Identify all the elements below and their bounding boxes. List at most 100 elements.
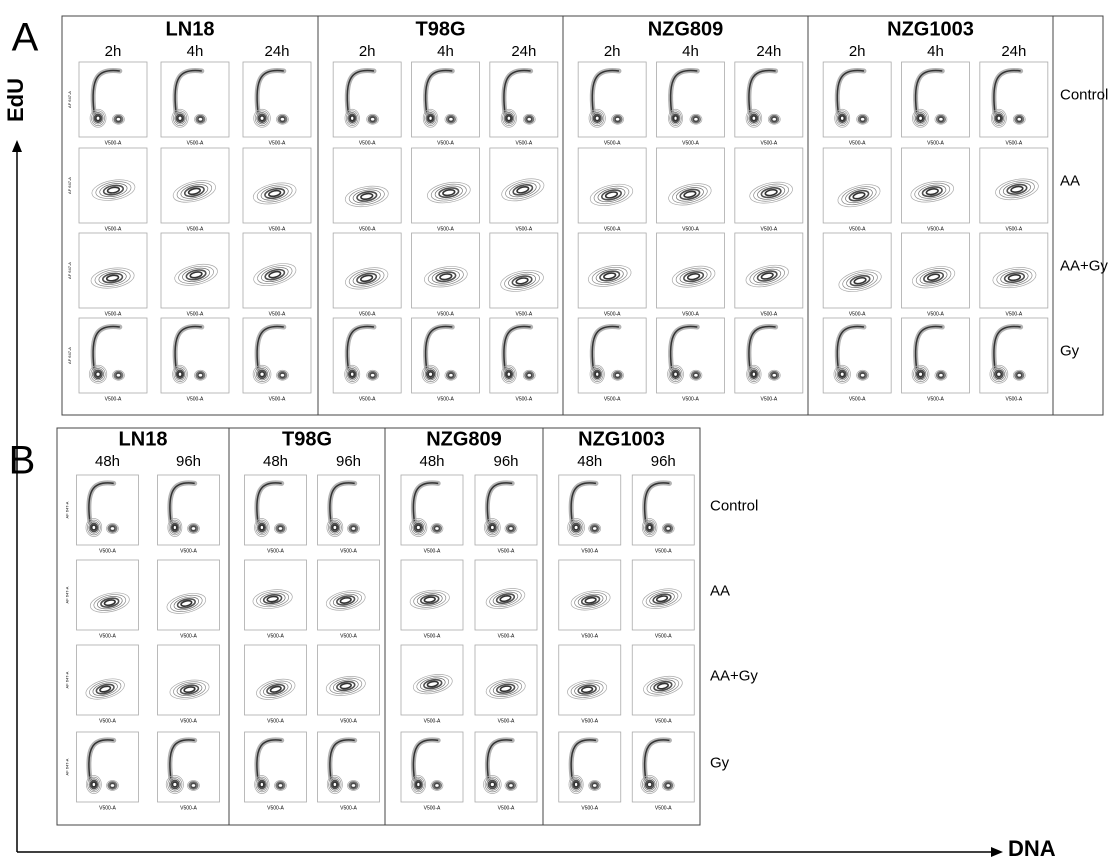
time-label: 4h xyxy=(187,43,204,60)
plot-y-label: AF 647-A xyxy=(67,347,72,364)
plot-frame xyxy=(657,318,725,393)
plot-frame xyxy=(902,148,970,223)
plot-x-label: V500-A xyxy=(682,226,699,232)
plot-x-label: V500-A xyxy=(515,140,532,146)
time-label: 24h xyxy=(756,43,781,60)
plot-frame xyxy=(823,148,891,223)
group-name: NZG809 xyxy=(648,18,724,40)
plot-frame xyxy=(657,148,725,223)
plot-frame xyxy=(158,732,220,802)
plot-x-label: V500-A xyxy=(498,718,515,724)
time-label: 2h xyxy=(105,43,122,60)
plot-frame xyxy=(245,732,307,802)
plot-frame xyxy=(980,62,1048,137)
plot-frame xyxy=(333,148,401,223)
plot-y-label: AF 647-A xyxy=(67,262,72,279)
plot-x-label: V500-A xyxy=(105,140,122,146)
plot-x-label: V500-A xyxy=(267,633,284,639)
plot-x-label: V500-A xyxy=(424,633,441,639)
time-label: 96h xyxy=(336,453,361,470)
plot-frame xyxy=(245,475,307,545)
row-label: Gy xyxy=(1060,343,1080,360)
plot-x-label: V500-A xyxy=(682,311,699,317)
plot-frame xyxy=(632,732,694,802)
group-name: NZG1003 xyxy=(578,428,665,450)
plot-x-label: V500-A xyxy=(180,805,197,811)
plot-x-label: V500-A xyxy=(269,396,286,402)
plot-y-label: AF 647-A xyxy=(65,501,70,518)
plot-x-label: V500-A xyxy=(99,805,116,811)
plot-x-label: V500-A xyxy=(604,396,621,402)
plot-frame xyxy=(318,475,380,545)
plot-frame xyxy=(77,560,139,630)
plot-frame xyxy=(333,318,401,393)
plot-x-label: V500-A xyxy=(267,548,284,554)
time-label: 2h xyxy=(604,43,621,60)
plot-frame xyxy=(578,148,646,223)
x-axis-label: DNA xyxy=(1008,836,1056,860)
plot-x-label: V500-A xyxy=(180,548,197,554)
plot-x-label: V500-A xyxy=(515,396,532,402)
row-label: Control xyxy=(710,497,758,514)
plot-x-label: V500-A xyxy=(180,633,197,639)
plot-frame xyxy=(333,233,401,308)
plot-frame xyxy=(657,62,725,137)
plot-frame xyxy=(333,62,401,137)
plot-frame xyxy=(902,62,970,137)
time-label: 4h xyxy=(437,43,454,60)
plot-frame xyxy=(79,318,147,393)
plot-x-label: V500-A xyxy=(760,396,777,402)
time-label: 24h xyxy=(511,43,536,60)
plot-frame xyxy=(401,732,463,802)
plot-x-label: V500-A xyxy=(849,396,866,402)
plot-x-label: V500-A xyxy=(760,140,777,146)
row-label: AA+Gy xyxy=(710,667,758,684)
plot-x-label: V500-A xyxy=(581,805,598,811)
time-label: 96h xyxy=(176,453,201,470)
plot-x-label: V500-A xyxy=(269,226,286,232)
plot-frame xyxy=(79,233,147,308)
plot-x-label: V500-A xyxy=(99,548,116,554)
x-arrow-head xyxy=(991,847,1003,857)
plot-x-label: V500-A xyxy=(187,311,204,317)
plot-frame xyxy=(735,62,803,137)
plot-frame xyxy=(243,148,311,223)
plot-x-label: V500-A xyxy=(359,311,376,317)
plot-x-label: V500-A xyxy=(581,718,598,724)
plot-x-label: V500-A xyxy=(604,140,621,146)
plot-frame xyxy=(318,560,380,630)
plot-x-label: V500-A xyxy=(927,140,944,146)
plot-x-label: V500-A xyxy=(498,633,515,639)
plot-frame xyxy=(980,233,1048,308)
plot-x-label: V500-A xyxy=(515,311,532,317)
plot-frame xyxy=(578,318,646,393)
plot-x-label: V500-A xyxy=(187,396,204,402)
plot-x-label: V500-A xyxy=(424,718,441,724)
plot-frame xyxy=(412,148,480,223)
row-label: Control xyxy=(1060,87,1108,104)
plot-frame xyxy=(412,318,480,393)
plot-frame xyxy=(559,732,621,802)
plot-frame xyxy=(243,318,311,393)
group-name: T98G xyxy=(282,428,332,450)
plot-x-label: V500-A xyxy=(340,548,357,554)
plot-x-label: V500-A xyxy=(655,718,672,724)
plot-x-label: V500-A xyxy=(1005,226,1022,232)
plot-frame xyxy=(318,732,380,802)
plot-x-label: V500-A xyxy=(604,226,621,232)
plot-x-label: V500-A xyxy=(498,805,515,811)
plot-x-label: V500-A xyxy=(269,140,286,146)
row-label: Gy xyxy=(710,754,730,771)
plot-x-label: V500-A xyxy=(340,805,357,811)
time-label: 2h xyxy=(849,43,866,60)
plot-x-label: V500-A xyxy=(269,311,286,317)
plot-frame xyxy=(161,318,229,393)
plot-frame xyxy=(158,560,220,630)
plot-x-label: V500-A xyxy=(437,311,454,317)
plot-frame xyxy=(77,645,139,715)
plot-x-label: V500-A xyxy=(359,226,376,232)
plot-frame xyxy=(79,62,147,137)
row-label: AA xyxy=(1060,173,1080,190)
plot-frame xyxy=(559,475,621,545)
plot-x-label: V500-A xyxy=(927,226,944,232)
